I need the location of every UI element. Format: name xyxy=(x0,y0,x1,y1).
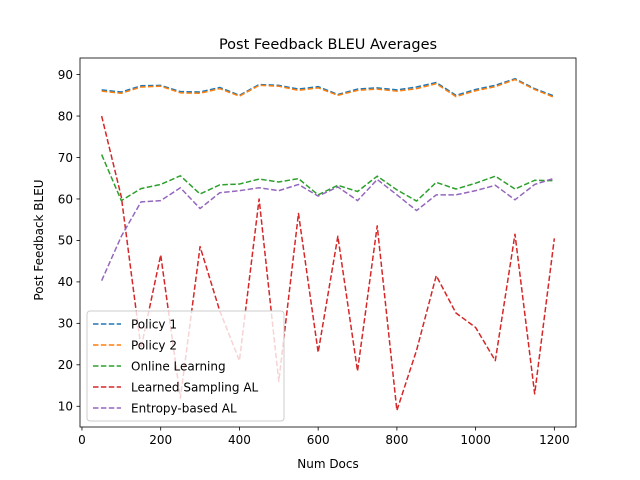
x-tick-label: 1000 xyxy=(460,433,491,447)
legend-label-1: Policy 2 xyxy=(131,339,177,353)
legend-label-0: Policy 1 xyxy=(131,318,177,332)
y-tick-label: 20 xyxy=(58,358,73,372)
x-tick-label: 1200 xyxy=(539,433,570,447)
legend-box xyxy=(86,310,285,422)
y-tick-label: 10 xyxy=(58,400,73,414)
legend-label-3: Learned Sampling AL xyxy=(131,381,259,395)
x-tick-label: 800 xyxy=(385,433,408,447)
legend-label-2: Online Learning xyxy=(131,360,226,374)
y-tick-label: 80 xyxy=(58,109,73,123)
x-tick-label: 600 xyxy=(307,433,330,447)
y-tick-label: 60 xyxy=(58,192,73,206)
y-tick-label: 70 xyxy=(58,151,73,165)
y-tick-label: 90 xyxy=(58,68,73,82)
axes-frame xyxy=(79,57,577,428)
legend-label-4: Entropy-based AL xyxy=(131,402,237,416)
y-tick-label: 40 xyxy=(58,275,73,289)
x-tick-label: 400 xyxy=(228,433,251,447)
axes: 0 200 400 600 800 1000 1200 10 20 30 40 50 60 70 80 90 xyxy=(58,57,577,447)
series-line-4 xyxy=(100,177,555,281)
series-line-1 xyxy=(101,78,555,99)
y-tick-label: 30 xyxy=(58,317,73,331)
legend: Policy 1 Policy 2 Online Learning Learned S… xyxy=(86,310,285,422)
y-axis-label: Post Feedback BLEU xyxy=(32,179,46,300)
x-tick-label: 0 xyxy=(78,433,86,447)
chart-title: Post Feedback BLEU Averages xyxy=(219,37,437,53)
x-axis-label: Num Docs xyxy=(297,457,359,471)
y-tick-label: 50 xyxy=(58,234,73,248)
series-line-0 xyxy=(101,77,555,97)
series-line-2 xyxy=(100,154,555,202)
x-tick-label: 200 xyxy=(149,433,172,447)
